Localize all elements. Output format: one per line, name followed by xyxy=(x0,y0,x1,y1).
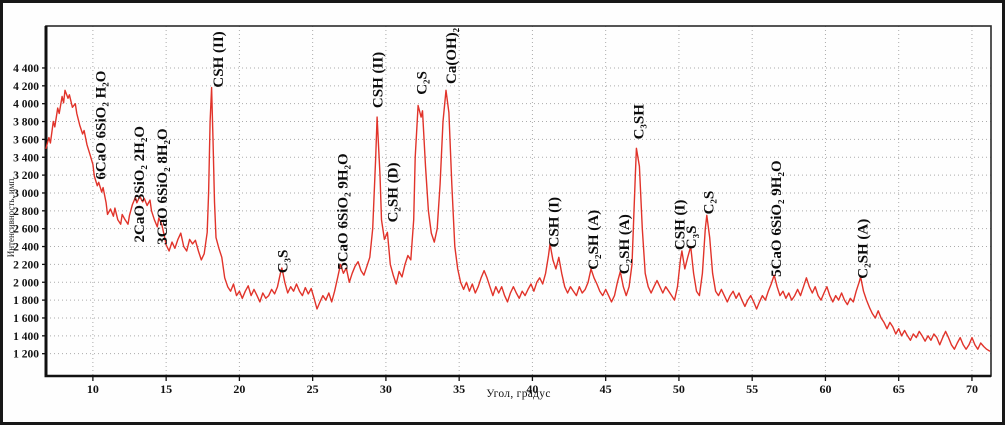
y-tick-label: 2 400 xyxy=(13,242,39,254)
peak-label: 5CaO 6SiO₂ 9H₂O xyxy=(769,160,785,277)
y-tick-label: 2 200 xyxy=(13,259,39,271)
y-tick-label: 2 600 xyxy=(13,224,39,236)
peak-label: 5CaO 6SiO₂ 9H₂O xyxy=(336,153,352,270)
peak-label: C₃S xyxy=(684,226,700,250)
peak-label: 2CaO 3SiO₂ 2H₂O xyxy=(132,126,148,243)
peak-label: 6CaO 6SiO₂ H₂O xyxy=(94,71,110,180)
x-tick-label: 40 xyxy=(526,382,538,396)
x-tick-label: 60 xyxy=(819,382,831,396)
plot-frame xyxy=(45,25,992,377)
y-tick-label: 2 800 xyxy=(13,206,39,218)
x-tick-label: 65 xyxy=(893,382,905,396)
y-tick-label: 1 200 xyxy=(13,349,39,361)
y-tick-label: 3 600 xyxy=(13,134,39,146)
x-tick-label: 15 xyxy=(160,382,172,396)
y-tick-label: 3 200 xyxy=(13,170,39,182)
y-tick-label: 1 600 xyxy=(13,313,39,325)
peak-label: Ca(OH)₂ xyxy=(444,27,460,84)
peak-label: C₂SH (D) xyxy=(385,162,401,222)
y-tick-label: 1 800 xyxy=(13,295,39,307)
y-tick-label: 2 000 xyxy=(13,277,39,289)
x-tick-label: 10 xyxy=(87,382,99,396)
peak-label: C₂SH (A) xyxy=(856,219,872,279)
peak-label: C₂S xyxy=(415,71,431,95)
y-axis-title: Интенсивность, имп xyxy=(6,178,16,258)
peak-label: CSH (I) xyxy=(672,200,688,250)
xrd-chart: 1 200 1 400 1 600 1 800 2 000 2 200 2 400 2 600… xyxy=(13,25,992,396)
y-tick-label: 3 000 xyxy=(13,188,39,200)
peak-label: CSH (II) xyxy=(211,31,227,87)
peak-label: CSH (I) xyxy=(546,197,562,247)
y-tick-label: 1 400 xyxy=(13,331,39,343)
x-tick-label: 70 xyxy=(966,382,978,396)
x-axis-title: Угол, градус xyxy=(486,388,551,400)
peak-label: CSH (II) xyxy=(371,52,387,108)
peak-label: C₃SH xyxy=(631,104,647,140)
peak-label: C₂SH (A) xyxy=(586,210,602,270)
x-tick-label: 45 xyxy=(600,382,612,396)
x-tick-label: 55 xyxy=(746,382,758,396)
peak-label: C₂SH (A) xyxy=(617,214,633,274)
x-tick-label: 25 xyxy=(307,382,319,396)
y-tick-label: 3 400 xyxy=(13,152,39,164)
y-tick-label: 4 400 xyxy=(13,63,39,75)
y-tick-label: 3 800 xyxy=(13,117,39,129)
xrd-trace xyxy=(45,86,991,352)
y-tick-label: 4 000 xyxy=(13,99,39,111)
x-tick-label: 50 xyxy=(673,382,685,396)
y-tick-label: 4 200 xyxy=(13,81,39,93)
peak-label: C₃S xyxy=(275,250,291,274)
x-tick-label: 20 xyxy=(233,382,245,396)
x-tick-label: 35 xyxy=(453,382,465,396)
peak-label: C₂S xyxy=(702,191,718,215)
peak-label: 3CaO 6SiO₂ 8H₂O xyxy=(155,128,171,245)
x-tick-label: 30 xyxy=(380,382,392,396)
